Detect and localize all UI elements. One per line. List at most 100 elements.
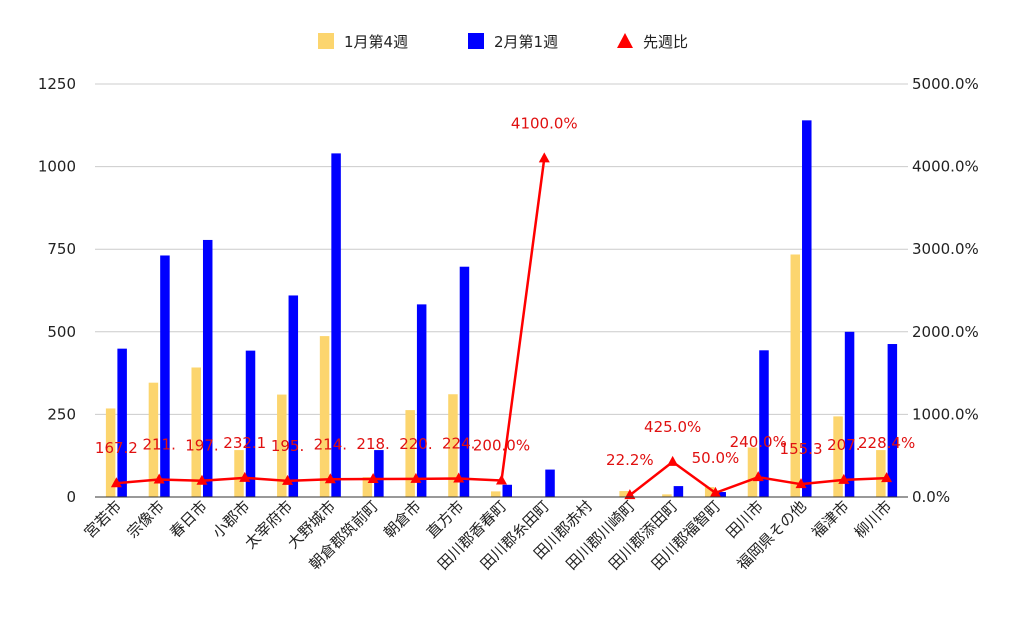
bar-week4-jan <box>362 477 373 497</box>
bar-week4-jan <box>491 491 501 497</box>
x-tick-label: 朝倉市 <box>380 497 425 542</box>
bar-week1-feb <box>117 348 127 497</box>
ratio-marker <box>667 455 679 466</box>
bar-week4-jan <box>448 394 458 497</box>
bar-week4-jan <box>191 367 201 497</box>
bar-week4-jan <box>234 450 244 497</box>
y-left-tick-label: 500 <box>47 323 76 341</box>
y-right-tick-label: 3000.0% <box>912 240 979 258</box>
ratio-data-label: 214. <box>314 435 347 453</box>
ratio-marker <box>410 472 422 483</box>
ratio-marker <box>282 474 294 485</box>
ratio-marker <box>838 473 850 484</box>
legend-item-ratio-label: 先週比 <box>643 33 688 51</box>
ratio-data-label: 195. <box>271 437 304 455</box>
bar-week4-jan <box>662 494 672 497</box>
y-right-tick-label: 2000.0% <box>912 323 979 341</box>
ratio-marker <box>110 477 122 488</box>
bar-week1-feb <box>502 484 512 497</box>
legend-item-week1-feb-swatch <box>468 33 484 49</box>
ratio-marker <box>367 472 379 483</box>
ratio-data-label: 224. <box>442 434 475 452</box>
y-left-tick-label: 750 <box>47 240 76 258</box>
bar-week1-feb <box>545 469 555 497</box>
ratio-marker <box>153 473 165 484</box>
bar-week4-jan <box>405 410 415 497</box>
ratio-data-label: 4100.0% <box>511 114 578 132</box>
y-right-tick-label: 4000.0% <box>912 158 979 176</box>
ratio-marker <box>239 471 251 482</box>
ratio-data-label: 240.0% <box>730 433 787 451</box>
legend-item-week4-jan-label: 1月第4週 <box>344 33 408 51</box>
bar-week1-feb <box>887 344 898 497</box>
legend: 1月第4週 2月第1週 先週比 <box>318 33 688 51</box>
y-left-tick-label: 250 <box>47 405 76 423</box>
bar-week1-feb <box>245 350 256 497</box>
bar-week1-feb <box>844 331 855 497</box>
legend-item-ratio-swatch <box>617 33 633 48</box>
ratio-data-label: 167.2 <box>95 439 138 457</box>
gridlines <box>95 83 908 415</box>
bar-week4-jan <box>790 254 801 497</box>
bar-week1-feb <box>673 486 684 497</box>
ratio-data-label: 220. <box>399 435 432 453</box>
bar-week1-feb <box>716 492 726 497</box>
ratio-data-label: 218. <box>356 435 389 453</box>
bar-week4-jan <box>619 491 629 497</box>
ratio-marker <box>324 473 336 484</box>
ratio-data-label: 228.4% <box>858 434 915 452</box>
y-right-tick-label: 0.0% <box>912 488 950 506</box>
bar-week4-jan <box>876 450 886 497</box>
bar-week4-jan <box>105 408 116 497</box>
ratio-data-label: 232.1 <box>223 434 266 452</box>
legend-item-week1-feb-label: 2月第1週 <box>494 33 558 51</box>
ratio-marker <box>752 471 764 482</box>
bar-week4-jan <box>747 447 758 497</box>
bar-week4-jan <box>319 336 330 497</box>
y-right-tick-label: 5000.0% <box>912 75 979 93</box>
axes: 0 250 500 750 1000 1250 0.0% 1000.0% 2000.0% 3000… <box>38 75 979 573</box>
bar-week4-jan <box>704 487 715 497</box>
bar-week1-feb <box>160 255 170 497</box>
ratio-marker <box>538 152 550 163</box>
bar-week1-feb <box>459 266 470 497</box>
ratio-data-label: 22.2% <box>606 451 654 469</box>
x-tick-label: 春日市 <box>166 497 211 542</box>
bar-week4-jan <box>148 382 159 497</box>
bar-week1-feb <box>288 295 299 497</box>
bar-week1-feb <box>202 239 213 498</box>
ratio-marker <box>881 472 893 483</box>
y-right-tick-label: 1000.0% <box>912 405 979 423</box>
ratio-marker <box>795 478 807 489</box>
ratio-data-label: 211. <box>142 436 175 454</box>
bar-week4-jan <box>277 394 287 497</box>
bar-week1-feb <box>374 450 384 497</box>
ratio-data-label: 197. <box>185 437 218 455</box>
x-tick-label: 宗像市 <box>123 497 168 542</box>
ratio-data-label: 207. <box>827 436 860 454</box>
x-tick-label: 柳川市 <box>851 497 896 542</box>
bar-week1-feb <box>802 120 812 498</box>
ratio-marker <box>709 486 721 497</box>
ratio-data-label: 155.3 <box>780 440 823 458</box>
bar-week1-feb <box>759 350 769 497</box>
legend-item-week4-jan-swatch <box>318 33 334 49</box>
y-left-tick-label: 0 <box>66 488 76 506</box>
bar-week1-feb <box>331 153 341 497</box>
ratio-marker <box>453 472 465 483</box>
bars <box>105 120 898 498</box>
ratio-marker <box>496 474 507 485</box>
x-tick-label: 福津市 <box>808 497 853 542</box>
bar-week4-jan <box>833 416 843 497</box>
ratio-data-label: 200.0% <box>473 436 530 454</box>
bar-week1-feb <box>416 304 427 497</box>
x-tick-label: 宮若市 <box>81 497 126 542</box>
ratio-data-label: 50.0% <box>692 449 740 467</box>
y-left-tick-label: 1000 <box>38 158 76 176</box>
y-left-tick-label: 1250 <box>38 75 76 93</box>
ratio-data-label: 425.0% <box>644 418 701 436</box>
ratio-line: 167.2 211. 197. 232.1 195. 214. 218. 220. 224.20… <box>95 114 915 500</box>
ratio-marker <box>196 474 208 485</box>
